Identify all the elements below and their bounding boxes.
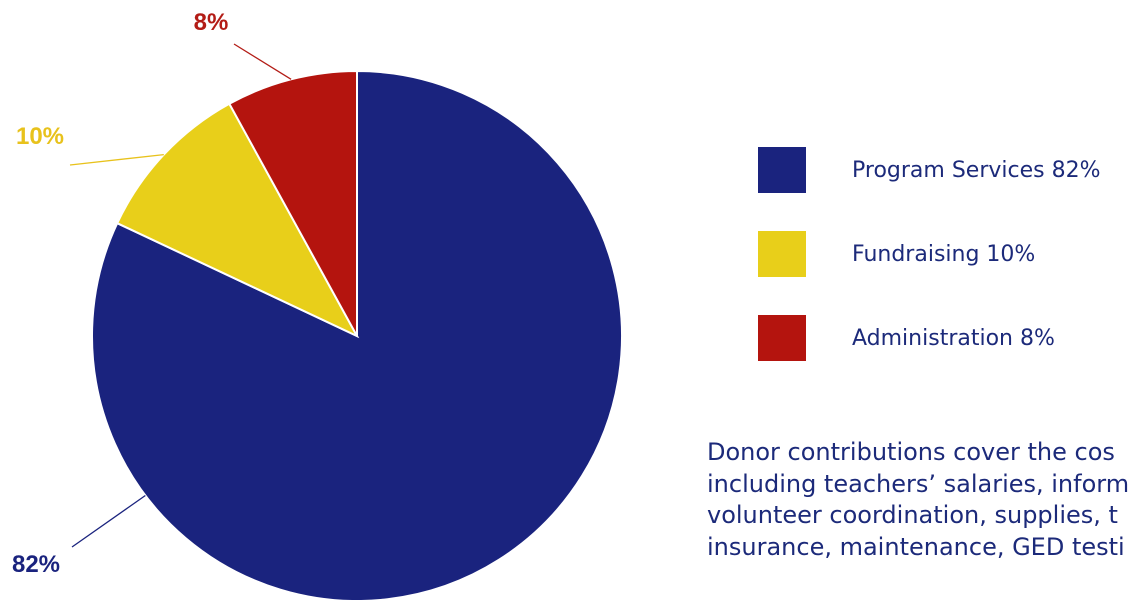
legend-item-administration: Administration 8% [758,315,1055,361]
legend-swatch-fundraising [758,231,806,277]
data-label-fundraising: 10% [16,123,64,150]
pie-chart: 82% 10% 8% [12,9,623,600]
leader-line-program-services [71,494,146,548]
leader-line-administration [233,43,292,80]
legend-label-administration: Administration 8% [852,325,1055,351]
description-text: Donor contributions cover the cos includ… [707,438,1130,561]
data-label-program-services: 82% [12,551,60,578]
pie-slice-fundraising [115,102,360,339]
data-label-administration: 8% [194,9,229,36]
legend-swatch-program-services [758,147,806,193]
legend-item-fundraising: Fundraising 10% [758,231,1035,277]
legend-label-fundraising: Fundraising 10% [852,241,1036,267]
legend-item-program-services: Program Services 82% [758,147,1100,193]
legend-swatch-administration [758,315,806,361]
legend-label-program-services: Program Services 82% [852,157,1101,183]
leader-line-fundraising [69,153,164,166]
